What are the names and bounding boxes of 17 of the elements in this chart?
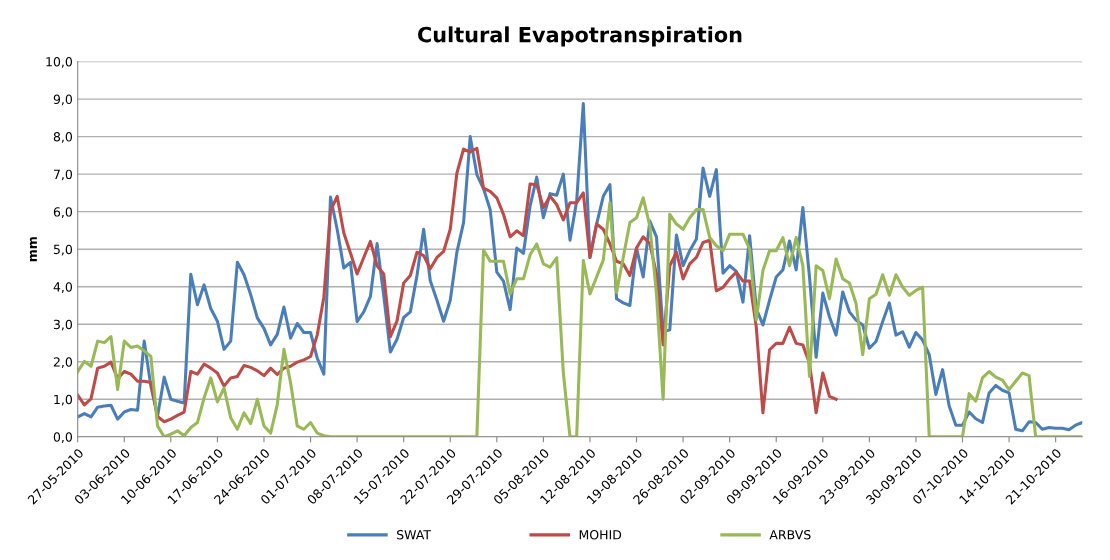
line-series <box>77 146 838 424</box>
y-tick-label: 8,0 <box>53 132 73 143</box>
y-tick-label: 3,0 <box>53 319 73 331</box>
y-tick-label: 1,0 <box>54 394 73 406</box>
legend-label: ARBVS <box>769 529 811 540</box>
y-tick-label: 4,0 <box>53 282 73 293</box>
legend-label: SWAT <box>397 529 432 540</box>
legend-label: MOHID <box>579 529 622 540</box>
y-tick-label: 10,0 <box>46 57 73 68</box>
y-tick-label: 2,0 <box>53 357 73 368</box>
chart-title: Cultural Evapotranspiration <box>418 26 742 47</box>
y-tick-label: 7,0 <box>53 169 73 181</box>
y-axis-title: mm <box>29 237 37 262</box>
y-tick-label: 9,0 <box>53 94 73 106</box>
y-tick-label: 5,0 <box>53 244 73 256</box>
y-tick-label: 6,0 <box>53 207 73 218</box>
y-tick-label: 0,0 <box>53 432 73 443</box>
